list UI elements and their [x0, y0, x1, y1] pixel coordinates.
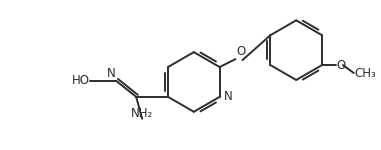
Text: HO: HO [72, 74, 90, 87]
Text: CH₃: CH₃ [355, 66, 376, 80]
Text: N: N [107, 67, 115, 80]
Text: O: O [237, 45, 246, 58]
Text: N: N [224, 90, 232, 103]
Text: O: O [336, 58, 345, 72]
Text: NH₂: NH₂ [131, 107, 153, 120]
